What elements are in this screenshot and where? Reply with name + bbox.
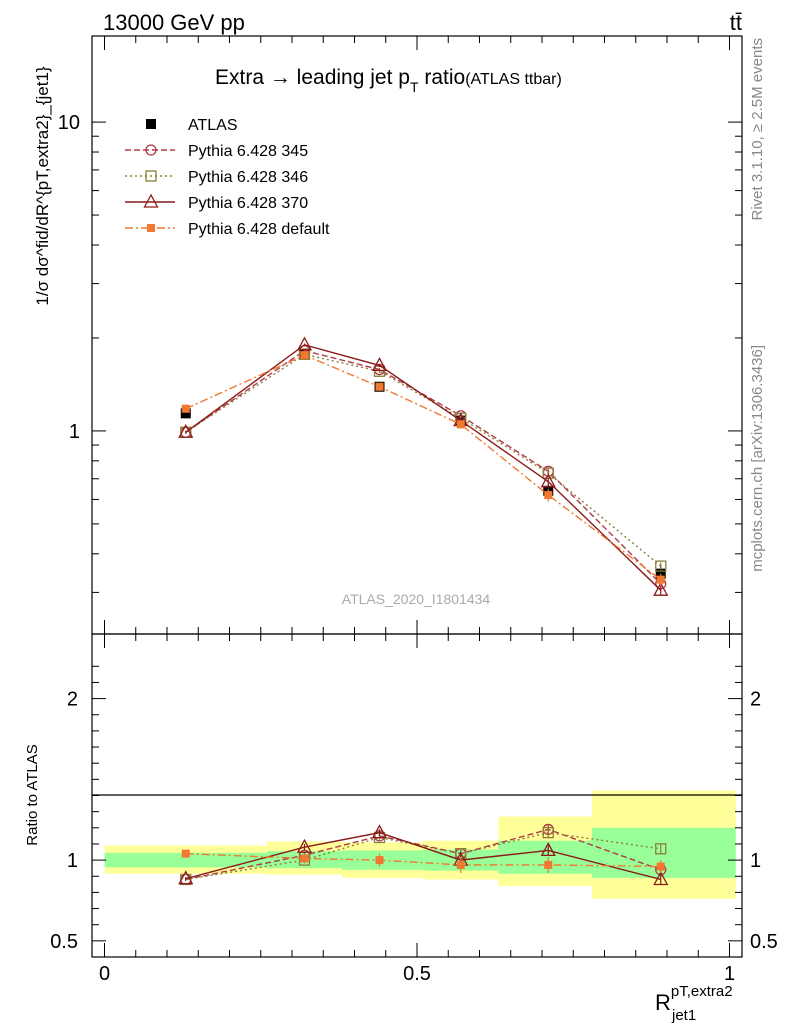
legend-entry: Pythia 6.428 346 [125, 169, 308, 186]
legend-marker [143, 193, 159, 208]
ratio-point [371, 824, 388, 839]
mcplots-label: mcplots.cern.ch [arXiv:1306.3436] [749, 345, 766, 572]
legend-entry: Pythia 6.428 345 [125, 143, 308, 160]
ratio-point [296, 838, 313, 853]
ratio-series-pythia-6-428-370 [178, 824, 669, 886]
x-tick-label: 0 [99, 963, 110, 985]
data-point [655, 560, 667, 572]
legend-label: Pythia 6.428 370 [188, 195, 308, 212]
data-point [180, 408, 191, 419]
analysis-watermark: ATLAS_2020_I1801434 [342, 591, 491, 607]
ratio-y-tick-label: 2 [67, 689, 78, 711]
legend-entry: Pythia 6.428 370 [125, 193, 308, 212]
ratio-point [653, 871, 669, 886]
plot-title-rest: ratio [419, 66, 466, 89]
ratio-line [185, 831, 661, 881]
ratio-point [544, 860, 553, 869]
ratio-point [542, 826, 554, 839]
legend-label: Pythia 6.428 default [188, 221, 330, 238]
ratio-axis-ticks [92, 634, 742, 957]
main-y-tick-labels: 1 10 [58, 112, 80, 443]
legend-entry: ATLAS [146, 117, 238, 134]
header-right-label: tt̄ [730, 10, 742, 35]
plot-title-note: (ATLAS ttbar) [465, 71, 562, 88]
plot-title-main: Extra → leading jet p [215, 66, 410, 89]
ratio-point [540, 842, 556, 857]
ratio-y-tick-labels-left: 0.5 1 2 [50, 689, 78, 953]
main-y-tick-label: 1 [69, 421, 80, 443]
legend-label: ATLAS [188, 117, 238, 134]
legend-entry: Pythia 6.428 default [125, 221, 330, 238]
x-tick-label: 1 [724, 963, 735, 985]
ratio-series-group [178, 823, 669, 886]
series-atlas [180, 348, 666, 582]
legend-label: Pythia 6.428 345 [188, 143, 308, 160]
series-line [185, 344, 662, 591]
ratio-y-tick-label-right: 1 [750, 850, 761, 872]
main-y-axis-label: 1/σ dσ^fid/dR^{pT,extra2}_{jet1} [33, 66, 52, 306]
data-point [375, 382, 384, 391]
ratio-uncertainty-bands [104, 790, 736, 899]
data-point [653, 581, 669, 596]
data-point [300, 351, 309, 360]
ratio-point [178, 870, 194, 885]
series-line [185, 354, 662, 581]
main-y-tick-label: 10 [58, 112, 80, 134]
main-y-axis-label-text: 1/σ dσ^fid/dR^{pT,extra2}_{jet1} [33, 66, 52, 306]
series-line [185, 353, 662, 567]
series-pythia-6-428-default [181, 351, 665, 586]
ratio-y-tick-labels-right: 0.5 1 2 [750, 689, 778, 953]
legend: ATLAS Pythia 6.428 345 Pythia 6.428 346 Pyt… [125, 117, 330, 238]
x-axis-label-superscript: pT,extra2 [671, 983, 733, 1000]
legend-marker [146, 119, 156, 129]
ratio-y-tick-label-right: 2 [750, 689, 761, 711]
ratio-point [181, 849, 190, 858]
rivet-version-label: Rivet 3.1.10, ≥ 2.5M events [749, 38, 766, 221]
series-pythia-6-428-370 [178, 336, 669, 596]
ratio-y-axis-label-text: Ratio to ATLAS [24, 744, 41, 845]
data-point [656, 575, 665, 584]
x-axis-label-main: R [655, 990, 671, 1015]
x-axis-label-subscript: jet1 [671, 1007, 696, 1024]
ratio-point [375, 856, 384, 865]
ratio-y-tick-label-right: 0.5 [750, 931, 778, 953]
header-left-label: 13000 GeV pp [103, 10, 245, 35]
data-point [296, 336, 313, 351]
main-axis-ticks [92, 36, 742, 634]
ratio-line [185, 852, 661, 868]
ratio-line [185, 831, 661, 881]
x-tick-label: 0.5 [403, 963, 431, 985]
data-point [181, 404, 190, 413]
ratio-x-tick-labels: 0 0.5 1 [99, 963, 735, 985]
ratio-y-tick-label: 1 [67, 850, 78, 872]
ratio-y-axis-label: Ratio to ATLAS [24, 744, 41, 845]
ratio-point [180, 873, 192, 886]
x-axis-label: RpT,extra2 [655, 983, 733, 1015]
legend-label: Pythia 6.428 346 [188, 169, 308, 186]
ratio-point [300, 854, 309, 863]
data-point [371, 357, 388, 372]
data-point [178, 423, 194, 438]
legend-marker [147, 224, 155, 232]
ratio-point [656, 862, 665, 871]
main-series-group [178, 336, 669, 596]
ratio-series-pythia-6-428-default [181, 849, 665, 874]
data-point [540, 473, 556, 488]
ratio-y-tick-label: 0.5 [50, 931, 78, 953]
plot-title: Extra → leading jet pT ratio(ATLAS ttbar… [215, 66, 562, 95]
ratio-point [456, 860, 465, 869]
ratio-line [185, 828, 661, 881]
plot-title-subscript: T [410, 79, 419, 95]
legend-marker [145, 144, 157, 156]
ratio-point [655, 843, 667, 855]
legend-marker [145, 170, 157, 182]
data-point [544, 491, 553, 500]
green-uncertainty-band [104, 852, 267, 868]
data-point [456, 420, 465, 429]
